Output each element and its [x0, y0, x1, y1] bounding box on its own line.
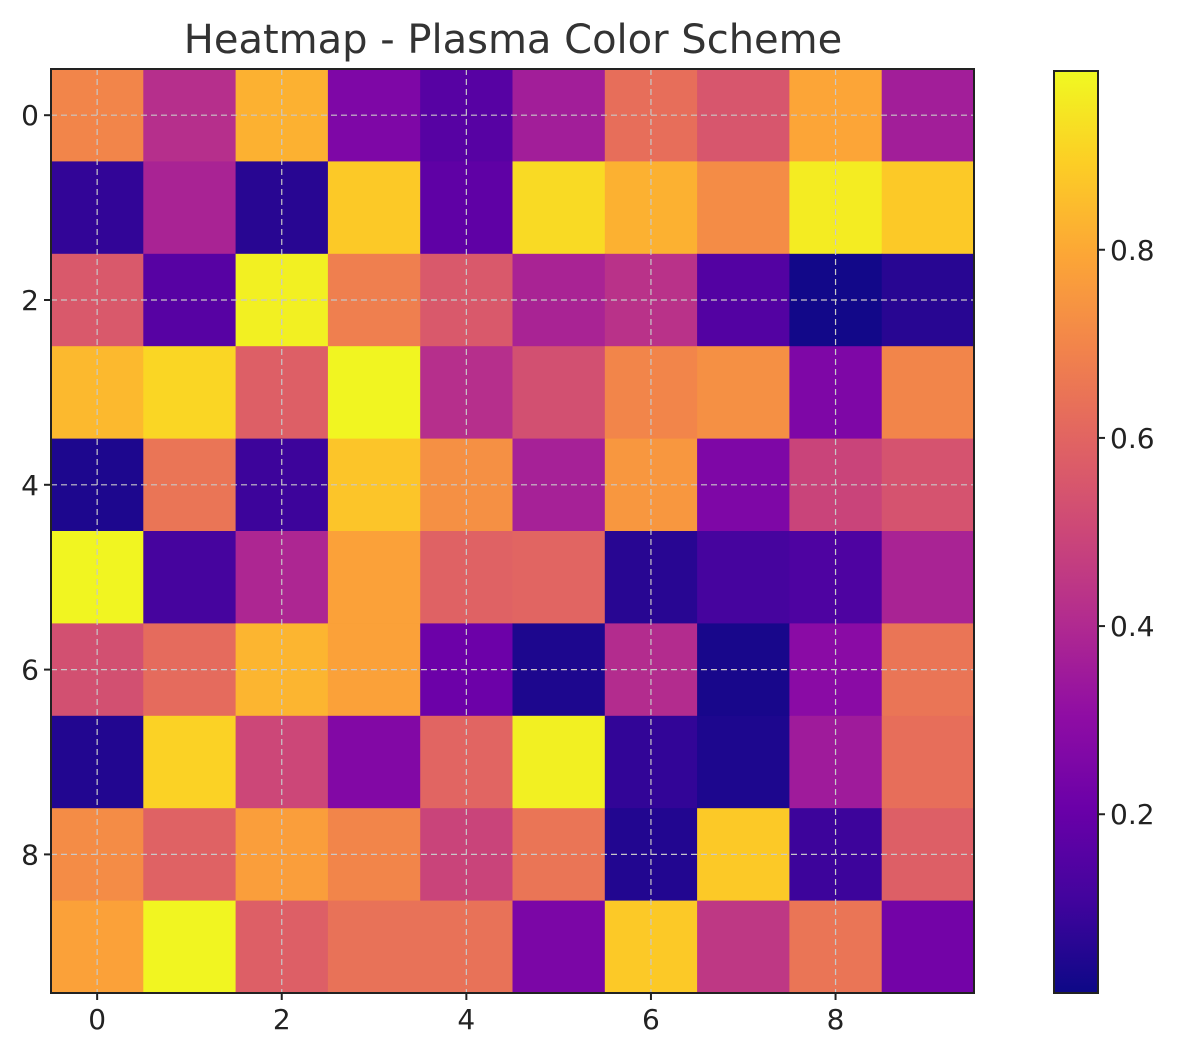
heatmap-cell: [881, 253, 975, 347]
colorbar-tick-label: 0.2: [1110, 798, 1155, 831]
heatmap-cell: [512, 808, 606, 902]
heatmap-cell: [143, 900, 237, 994]
heatmap-cell: [143, 715, 237, 809]
heatmap-cell: [789, 531, 883, 624]
heatmap-cell: [327, 531, 421, 624]
chart-title: Heatmap - Plasma Color Scheme: [184, 17, 842, 63]
x-tick-label: 2: [273, 1003, 291, 1036]
x-tick-label: 0: [88, 1003, 106, 1036]
heatmap-cell: [881, 808, 975, 902]
heatmap-cell: [420, 531, 514, 624]
heatmap-cell: [420, 161, 514, 255]
heatmap-cell: [512, 253, 606, 347]
heatmap-cell: [512, 161, 606, 255]
heatmap-cell: [512, 623, 606, 717]
heatmap-cell: [235, 161, 329, 255]
heatmap-cell: [697, 346, 790, 440]
heatmap-cell: [881, 69, 975, 162]
heatmap-cell: [143, 808, 237, 902]
y-tick-label: 8: [21, 838, 39, 871]
heatmap-cell: [235, 900, 329, 994]
heatmap-cell: [881, 900, 975, 994]
heatmap-cell: [881, 531, 975, 624]
colorbar-tick-label: 0.6: [1110, 422, 1155, 455]
heatmap-cell: [51, 900, 144, 994]
heatmap-cell: [327, 161, 421, 255]
heatmap-cell: [512, 531, 606, 624]
heatmap-cell: [143, 623, 237, 717]
heatmap-cell: [604, 161, 698, 255]
heatmap-cell: [143, 346, 237, 440]
heatmap-cell: [697, 715, 790, 809]
y-tick-label: 0: [21, 99, 39, 132]
heatmap-cell: [327, 346, 421, 440]
x-tick-label: 6: [642, 1003, 660, 1036]
heatmap-cell: [604, 531, 698, 624]
heatmap-cell: [512, 438, 606, 532]
grid-lines: [51, 69, 974, 993]
heatmap-cell: [51, 531, 144, 624]
heatmap-cell: [881, 623, 975, 717]
heatmap-cell: [327, 715, 421, 809]
heatmap-cell: [143, 253, 237, 347]
x-tick-label: 8: [827, 1003, 845, 1036]
colorbar-tick-label: 0.8: [1110, 234, 1155, 267]
heatmap-cell: [420, 900, 514, 994]
heatmap-cell: [697, 161, 790, 255]
heatmap-cell: [512, 900, 606, 994]
heatmap-cell: [881, 346, 975, 440]
heatmap-cell: [697, 900, 790, 994]
x-axis-ticks: 0 2 4 6 8: [88, 993, 844, 1036]
colorbar-frame: [1053, 70, 1099, 994]
heatmap-cell: [143, 69, 237, 162]
x-tick-label: 4: [457, 1003, 475, 1036]
colorbar-gradient: [1054, 71, 1098, 993]
heatmap-cell: [789, 900, 883, 994]
heatmap-cell: [604, 900, 698, 994]
heatmap-cell: [881, 438, 975, 532]
heatmap-cell: [143, 531, 237, 624]
plot-frame: [50, 68, 975, 994]
heatmap-cell: [327, 900, 421, 994]
y-tick-label: 4: [21, 469, 39, 502]
colorbar-ticks: 0.2 0.4 0.6 0.8: [1098, 234, 1155, 831]
heatmap-cell: [51, 161, 144, 255]
heatmap-cell: [143, 161, 237, 255]
heatmap-cell: [512, 715, 606, 809]
heatmap-cell: [697, 531, 790, 624]
heatmap-cell: [881, 715, 975, 809]
heatmap-cell: [512, 346, 606, 440]
y-tick-label: 2: [21, 284, 39, 317]
heatmap-cell: [881, 161, 975, 255]
heatmap-cell: [789, 161, 883, 255]
heatmap-cell: [512, 69, 606, 162]
heatmap-cell: [235, 531, 329, 624]
colorbar-tick-label: 0.4: [1110, 610, 1155, 643]
heatmap-cell: [143, 438, 237, 532]
y-axis-ticks: 0 2 4 6 8: [21, 99, 51, 871]
y-tick-label: 6: [21, 654, 39, 687]
